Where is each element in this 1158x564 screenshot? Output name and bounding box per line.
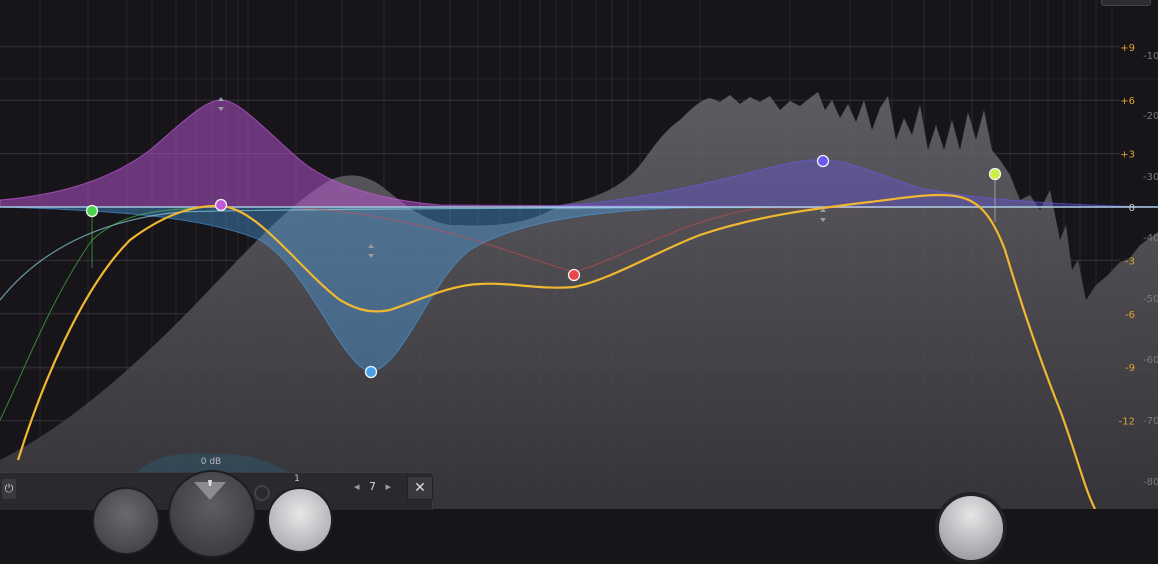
band-q-handle-icon[interactable] [368,244,374,258]
band-node-2[interactable] [214,198,228,212]
analyzer-scale-label: -70 [1143,416,1158,427]
analyzer-scale-label: -30 [1143,172,1158,183]
eq-curve [16,193,1096,509]
close-button[interactable]: ✕ [407,476,433,500]
db-scale-label: -6 [1125,310,1135,321]
band-node-1[interactable] [85,204,99,218]
db-scale-label: 0 [1129,203,1135,214]
band-1-slope-line [0,207,201,421]
frequency-knob[interactable] [92,487,160,555]
analyzer-scale-label: -20 [1143,111,1158,122]
db-scale-label: +9 [1120,43,1135,54]
shape-knob[interactable] [254,485,270,501]
output-knob[interactable] [935,492,1007,564]
db-scale-label: -12 [1119,417,1135,428]
db-scale: +9 +6 +3 0 -3 -6 -9 -12 [1119,43,1135,428]
analyzer-scale-label: -60 [1143,355,1158,366]
eq-graph[interactable]: +9 +6 +3 0 -3 -6 -9 -12 -10 -20 -30 -40 -50 -60 -70 -8… [0,0,1158,509]
db-scale-label: -9 [1125,363,1135,374]
band-5-fill [519,159,1158,208]
analyzer-scale: -10 -20 -30 -40 -50 -60 -70 -80 [1143,51,1158,488]
band-q-handle-icon[interactable] [218,97,224,111]
band-node-4[interactable] [567,268,581,282]
db-scale-label: +6 [1120,96,1135,107]
analyzer-scale-label: -80 [1143,477,1158,488]
db-scale-label: +3 [1120,150,1135,161]
band-node-6[interactable] [988,167,1002,181]
gain-knob-indicator [194,480,226,500]
prev-band-icon[interactable]: ◂ [354,480,363,493]
analyzer-scale-label: -50 [1143,294,1158,305]
next-band-icon[interactable]: ▸ [385,480,395,493]
band-nodes[interactable] [85,97,1002,379]
analyzer-scale-label: -40 [1143,233,1158,244]
power-button[interactable]: ⏻ [2,479,16,499]
q-value-label: 1 [294,474,300,484]
analyzer-scale-label: -10 [1143,51,1158,62]
band-node-5[interactable] [816,154,830,168]
band-q-handle-icon[interactable] [820,208,826,222]
band-selector[interactable]: ◂ 7 ▸ [354,480,394,493]
menu-button[interactable] [1101,0,1151,6]
band-number: 7 [369,480,380,493]
band-node-3[interactable] [364,365,378,379]
q-knob[interactable] [267,487,333,553]
gain-value-label: 0 dB [200,457,222,467]
spectrum-analyzer [0,92,1158,509]
db-scale-label: -3 [1125,256,1135,267]
